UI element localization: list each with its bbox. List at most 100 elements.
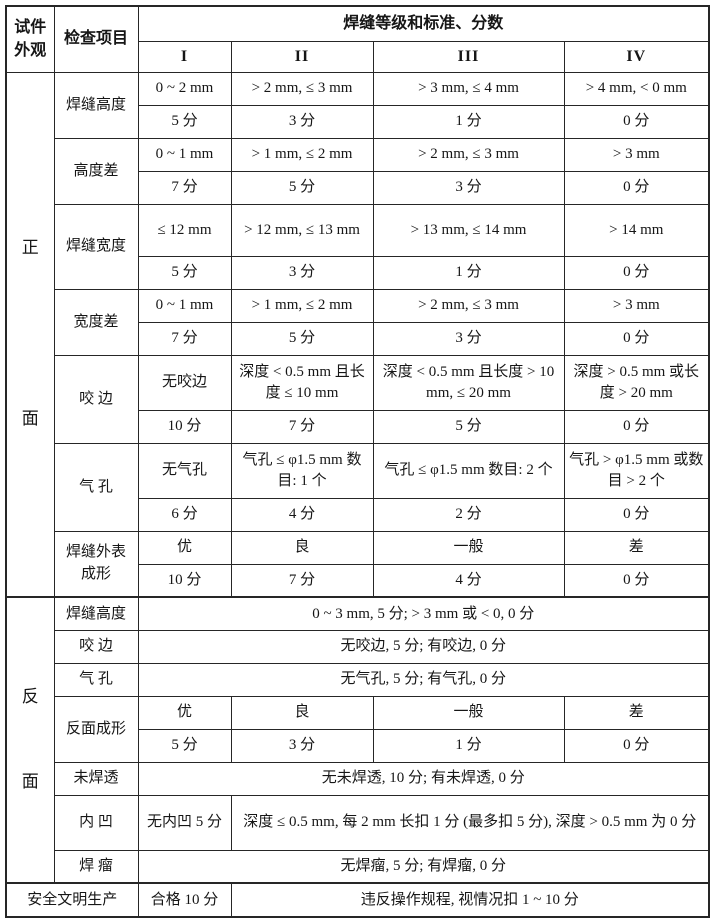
back-undercut-row: 咬 边 无咬边, 5 分; 有咬边, 0 分 [6,629,710,664]
front-std-cell: > 3 mm [563,288,710,323]
safety-production-row: 安全文明生产 合格 10 分 违反操作规程, 视情况扣 1 ~ 10 分 [5,882,710,918]
front-score-cell: 4 分 [372,563,565,598]
front-item-label: 咬 边 [53,354,139,444]
front-score-cell: 7 分 [137,170,232,205]
back-rule-cell: 0 ~ 3 mm, 5 分; > 3 mm 或 < 0, 0 分 [137,596,710,631]
front-side-char-top: 正 [21,238,39,258]
front-width-diff-score-row: 7 分 5 分 3 分 0 分 [6,321,710,356]
back-side-char-bottom: 面 [21,772,39,791]
back-score-cell: 3 分 [230,728,374,763]
back-porosity-row: 气 孔 无气孔, 5 分; 有气孔, 0 分 [6,662,710,697]
front-std-cell: 气孔 > φ1.5 mm 或数目 > 2 个 [563,442,710,499]
back-concavity-row: 内 凹 无内凹 5 分 深度 ≤ 0.5 mm, 每 2 mm 长扣 1 分 (… [6,794,710,851]
front-item-label: 焊缝宽度 [53,203,139,290]
front-std-cell: > 2 mm, ≤ 3 mm [230,71,374,106]
back-overlap-row: 焊 瘤 无焊瘤, 5 分; 有焊瘤, 0 分 [6,849,710,884]
front-item-label: 宽度差 [53,288,139,356]
front-score-cell: 5 分 [230,321,374,356]
front-std-cell: 深度 < 0.5 mm 且长度 > 10 mm, ≤ 20 mm [372,354,565,411]
back-item-label: 焊缝高度 [53,596,139,631]
front-score-cell: 3 分 [230,255,374,290]
specimen-appearance-line2: 外观 [14,42,47,60]
front-score-cell: 7 分 [230,563,374,598]
front-std-cell: > 14 mm [563,203,710,257]
back-rule-cell: 无气孔, 5 分; 有气孔, 0 分 [137,662,710,697]
front-score-cell: 10 分 [137,563,232,598]
front-height-diff-standard-row: 高度差 0 ~ 1 mm > 1 mm, ≤ 2 mm > 2 mm, ≤ 3 … [6,137,710,205]
back-side-vertical-label: 反 面 [10,602,51,878]
front-std-cell: > 3 mm, ≤ 4 mm [372,71,565,106]
front-side-vertical-label: 正 面 [10,78,51,590]
front-surface-forming-score-row: 10 分 7 分 4 分 0 分 [6,563,710,598]
back-score-cell: 1 分 [372,728,565,763]
front-std-cell: 气孔 ≤ φ1.5 mm 数目: 1 个 [230,442,374,499]
back-grade-cell: 优 [137,695,232,730]
front-score-cell: 0 分 [563,409,710,444]
front-std-cell: 0 ~ 2 mm [137,71,232,106]
front-score-cell: 6 分 [137,497,232,532]
safety-violation-cell: 违反操作规程, 视情况扣 1 ~ 10 分 [230,882,710,918]
front-score-cell: 0 分 [563,563,710,598]
front-std-cell: 0 ~ 1 mm [137,288,232,323]
safety-label-cell: 安全文明生产 [5,882,139,918]
front-item-label: 焊缝外表 成形 [53,530,139,598]
front-score-cell: 5 分 [137,255,232,290]
back-item-label: 焊 瘤 [53,849,139,884]
back-item-label: 咬 边 [53,629,139,664]
front-score-cell: 0 分 [563,255,710,290]
front-weld-width-standard-row: 焊缝宽度 ≤ 12 mm > 12 mm, ≤ 13 mm > 13 mm, ≤… [6,203,710,290]
front-score-cell: 0 分 [563,170,710,205]
front-score-cell: 5 分 [137,104,232,139]
front-score-cell: 10 分 [137,409,232,444]
front-weld-height-standard-row: 正 面 焊缝高度 0 ~ 2 mm > 2 mm, ≤ 3 mm > 3 mm,… [5,71,710,598]
front-score-cell: 7 分 [137,321,232,356]
back-weld-height-row: 反 面 焊缝高度 0 ~ 3 mm, 5 分; > 3 mm 或 < 0, 0 … [5,596,710,884]
back-item-label: 内 凹 [53,794,139,851]
safety-pass-cell: 合格 10 分 [137,882,232,918]
front-std-cell: 深度 < 0.5 mm 且长度 ≤ 10 mm [230,354,374,411]
back-item-label: 反面成形 [53,695,139,763]
grade-column-1-header: I [137,40,232,73]
specimen-appearance-header: 试件 外观 [5,5,55,73]
front-std-cell: 优 [137,530,232,565]
front-std-cell: > 4 mm, < 0 mm [563,71,710,106]
front-std-cell: 0 ~ 1 mm [137,137,232,172]
front-item-label-line2: 成形 [80,565,111,582]
back-score-cell: 5 分 [137,728,232,763]
back-rule-cell: 无焊瘤, 5 分; 有焊瘤, 0 分 [137,849,710,884]
back-rule-cell: 无未焊透, 10 分; 有未焊透, 0 分 [137,761,710,796]
front-std-cell: > 12 mm, ≤ 13 mm [230,203,374,257]
back-side-char-top: 反 [21,687,39,707]
front-score-cell: 4 分 [230,497,374,532]
front-score-cell: 0 分 [563,321,710,356]
specimen-appearance-line1: 试件 [14,19,47,37]
weld-inspection-score-table: 试件 外观 检查项目 焊缝等级和标准、分数 I II III IV 正 面 焊缝… [5,5,711,918]
front-item-label: 焊缝高度 [53,71,139,139]
front-item-label-line1: 焊缝外表 [65,544,126,560]
front-item-label: 高度差 [53,137,139,205]
back-concavity-rule-cell: 深度 ≤ 0.5 mm, 每 2 mm 长扣 1 分 (最多扣 5 分), 深度… [230,794,710,851]
front-score-cell: 1 分 [372,104,565,139]
front-std-cell: > 2 mm, ≤ 3 mm [372,137,565,172]
front-std-cell: > 13 mm, ≤ 14 mm [372,203,565,257]
front-std-cell: 一般 [372,530,565,565]
front-score-cell: 1 分 [372,255,565,290]
grade-column-4-header: IV [563,40,710,73]
back-rule-cell: 无咬边, 5 分; 有咬边, 0 分 [137,629,710,664]
back-item-label: 气 孔 [53,662,139,697]
front-std-cell: 差 [563,530,710,565]
front-std-cell: ≤ 12 mm [137,203,232,257]
front-std-cell: 无咬边 [137,354,232,411]
front-side-char-bottom: 面 [21,409,39,429]
front-score-cell: 3 分 [372,170,565,205]
front-score-cell: 5 分 [372,409,565,444]
front-item-label: 气 孔 [53,442,139,532]
front-std-cell: > 2 mm, ≤ 3 mm [372,288,565,323]
back-grade-cell: 良 [230,695,374,730]
front-std-cell: 良 [230,530,374,565]
front-std-cell: > 1 mm, ≤ 2 mm [230,137,374,172]
grade-standard-score-header: 焊缝等级和标准、分数 [137,5,710,42]
back-grade-cell: 差 [563,695,710,730]
front-score-cell: 0 分 [563,104,710,139]
